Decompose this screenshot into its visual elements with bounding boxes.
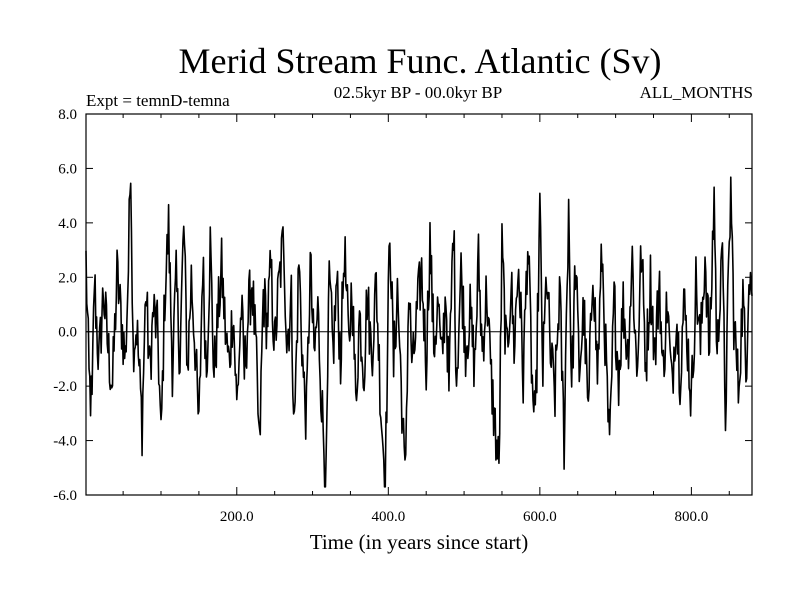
x-tick-label: 600.0 (523, 509, 557, 525)
y-tick-label: 0.0 (58, 325, 77, 341)
x-tick-label: 200.0 (220, 509, 254, 525)
chart-title: Merid Stream Func. Atlantic (Sv) (179, 41, 662, 81)
y-tick-label: 2.0 (58, 270, 77, 286)
y-tick-label: -2.0 (53, 379, 77, 395)
y-tick-label: 8.0 (58, 107, 77, 123)
y-tick-label: 4.0 (58, 216, 77, 232)
series-line-temnD-temna (85, 176, 753, 488)
y-tick-label: -4.0 (53, 434, 77, 450)
x-tick-label: 400.0 (371, 509, 405, 525)
y-tick-label: -6.0 (53, 488, 77, 504)
x-axis-label: Time (in years since start) (310, 530, 529, 554)
months-label: ALL_MONTHS (640, 83, 753, 102)
y-tick-label: 6.0 (58, 161, 77, 177)
plot-frame (85, 113, 753, 496)
expt-label: Expt = temnD-temna (86, 91, 230, 110)
x-tick-label: 800.0 (675, 509, 709, 525)
period-label: 02.5kyr BP - 00.0kyr BP (334, 83, 502, 102)
